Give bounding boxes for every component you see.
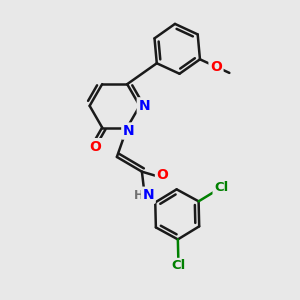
Text: Cl: Cl [171, 260, 186, 272]
Text: N: N [138, 99, 150, 113]
Text: Cl: Cl [214, 181, 228, 194]
Text: H: H [134, 189, 143, 202]
Text: N: N [142, 188, 154, 202]
Text: O: O [90, 140, 101, 154]
Text: N: N [123, 124, 134, 138]
Text: O: O [210, 60, 222, 74]
Text: O: O [157, 168, 168, 182]
